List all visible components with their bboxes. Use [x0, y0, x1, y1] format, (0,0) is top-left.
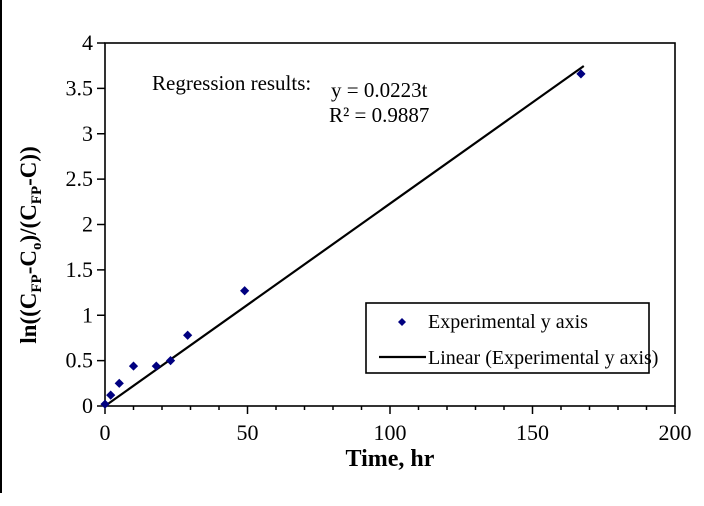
trend-line [104, 65, 585, 407]
data-point [576, 69, 586, 79]
legend-entry-linear: Linear (Experimental y axis) [428, 347, 658, 369]
y-axis-tick-label: 1.5 [66, 257, 94, 282]
x-axis-tick-label: 50 [237, 420, 259, 445]
annotation-r-squared: R² = 0.9887 [329, 103, 429, 127]
data-point [151, 361, 161, 371]
x-axis-tick-label: 0 [100, 420, 111, 445]
data-point [128, 361, 139, 371]
legend-box [365, 302, 650, 374]
y-axis-title: ln((CFP-Co)/(CFP-C)) [16, 146, 45, 343]
y-axis-tick-label: 0 [82, 393, 93, 418]
legend-marker-diamond [398, 318, 406, 326]
points-layer [100, 69, 586, 409]
y-axis-tick-label: 3 [82, 121, 93, 146]
legend-entry-experimental: Experimental y axis [428, 311, 588, 333]
data-point [106, 390, 116, 400]
y-axis-tick-label: 2 [82, 212, 93, 237]
y-axis-tick-label: 0.5 [66, 348, 94, 373]
x-axis-title: Time, hr [346, 446, 435, 472]
x-axis-tick-label: 100 [374, 420, 407, 445]
x-axis-tick-label: 200 [659, 420, 692, 445]
data-point [183, 330, 193, 340]
y-axis-tick-label: 3.5 [66, 75, 94, 100]
data-point [165, 356, 176, 366]
line-layer [104, 65, 585, 407]
annotation-equation: y = 0.0223t [331, 78, 428, 102]
y-axis-tick-label: 2.5 [66, 166, 94, 191]
annotation-intro: Regression results: [152, 71, 311, 95]
legend: Experimental y axis Linear (Experimental… [365, 302, 658, 374]
data-point [100, 399, 110, 409]
data-point [114, 378, 124, 388]
plot-area-frame [104, 42, 676, 407]
y-axis-tick-label: 1 [82, 302, 93, 327]
x-axis-tick-label: 150 [516, 420, 549, 445]
page-left-border [0, 0, 2, 493]
y-axis-tick-label: 4 [82, 30, 93, 55]
data-point [240, 286, 250, 296]
